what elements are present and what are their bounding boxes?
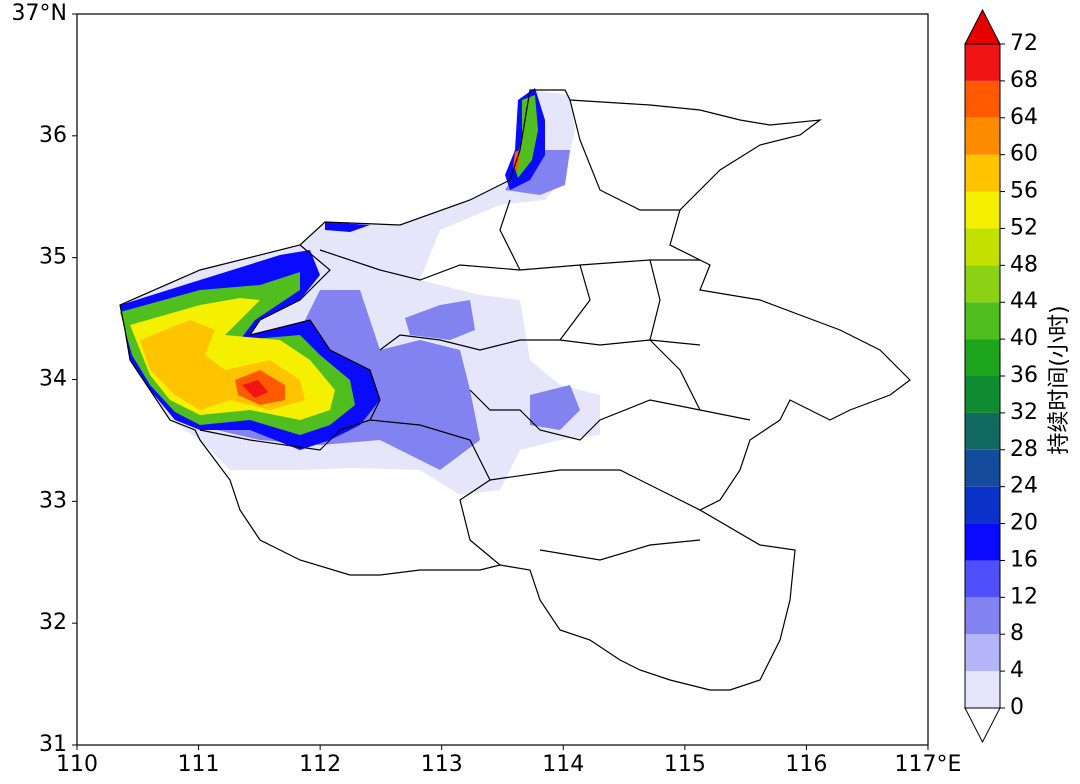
colorbar-tick-label: 72: [1010, 31, 1038, 56]
colorbar-swatch: [965, 671, 1000, 708]
colorbar-tick-label: 52: [1010, 215, 1038, 240]
x-tick-label: 112: [299, 752, 341, 777]
x-tick-label: 117°E: [895, 752, 962, 777]
colorbar-swatch: [965, 412, 1000, 450]
colorbar-swatch: [965, 117, 1000, 155]
colorbar-swatch: [965, 523, 1000, 561]
y-tick-label: 34: [39, 367, 67, 392]
colorbar-swatch: [965, 80, 1000, 118]
y-tick-label: 35: [39, 245, 67, 270]
x-tick-label: 115: [664, 752, 706, 777]
colorbar-tick-label: 36: [1010, 363, 1038, 388]
colorbar-swatch: [965, 228, 1000, 266]
y-tick-label: 32: [39, 610, 67, 635]
colorbar-tick-label: 40: [1010, 326, 1038, 351]
colorbar-swatch: [965, 44, 1000, 81]
colorbar-tick-label: 68: [1010, 68, 1038, 93]
colorbar-tick-label: 4: [1010, 658, 1024, 683]
colorbar-swatch: [965, 339, 1000, 376]
colorbar-tick-label: 48: [1010, 252, 1038, 277]
x-tick-label: 113: [421, 752, 463, 777]
y-tick-label: 36: [39, 123, 67, 148]
contour-fill: [120, 88, 600, 495]
colorbar-tick-label: 16: [1010, 547, 1038, 572]
colorbar-tick-label: 12: [1010, 584, 1038, 609]
colorbar-extend-under: [964, 707, 1001, 744]
colorbar-swatch: [965, 154, 1000, 192]
colorbar-swatch: [965, 560, 1000, 598]
colorbar-swatch: [965, 486, 1000, 524]
colorbar-tick-label: 56: [1010, 179, 1038, 204]
province-boundaries: [119, 89, 911, 691]
colorbar-tick-label: 64: [1010, 105, 1038, 130]
colorbar-tick-label: 0: [1010, 695, 1024, 720]
y-tick-label: 37°N: [12, 1, 67, 26]
y-tick-label: 31: [39, 732, 67, 757]
colorbar-swatch: [965, 191, 1000, 229]
colorbar-swatch: [965, 376, 1000, 413]
x-tick-label: 114: [542, 752, 584, 777]
colorbar-tick-label: 20: [1010, 511, 1038, 536]
colorbar-swatch: [965, 302, 1000, 340]
colorbar-tick-label: 32: [1010, 400, 1038, 425]
colorbar-extend-over: [964, 8, 1001, 45]
colorbar-swatch: [965, 265, 1000, 303]
y-tick-label: 33: [39, 488, 67, 513]
colorbar-swatch: [965, 634, 1000, 672]
x-tick-label: 111: [178, 752, 220, 777]
colorbar-tick-label: 24: [1010, 474, 1038, 499]
colorbar-tick-label: 8: [1010, 621, 1024, 646]
x-tick-label: 116: [785, 752, 827, 777]
colorbar-swatch: [965, 449, 1000, 487]
colorbar-label: 持续时间(小时): [1047, 305, 1072, 454]
x-tick-label: 110: [56, 752, 98, 777]
colorbar-tick-label: 28: [1010, 437, 1038, 462]
colorbar-tick-label: 44: [1010, 289, 1038, 314]
colorbar-tick-label: 60: [1010, 142, 1038, 167]
colorbar-swatch: [965, 597, 1000, 635]
